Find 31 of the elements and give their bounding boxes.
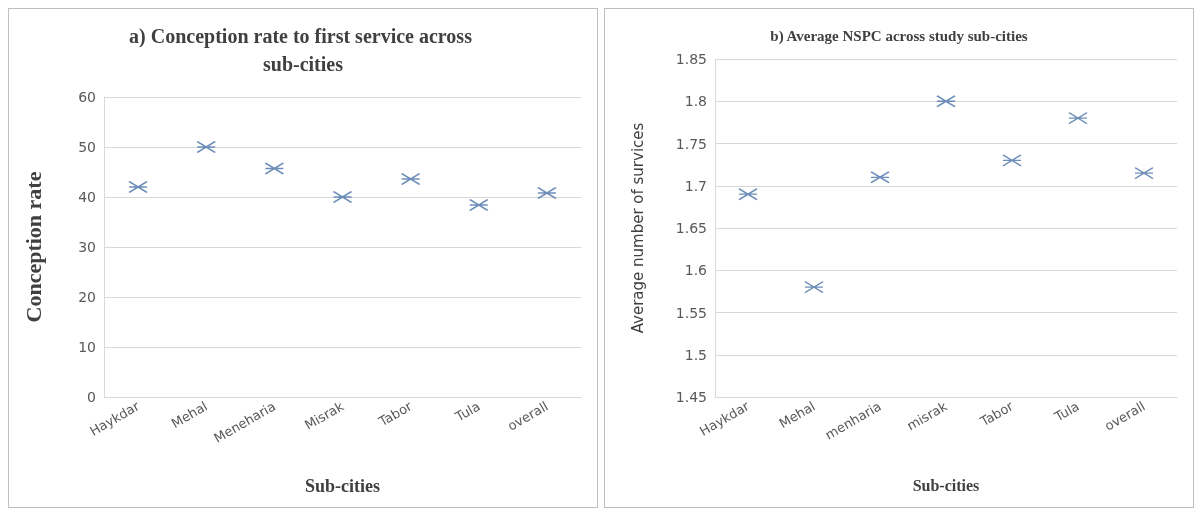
point	[1134, 166, 1154, 180]
y-tick-label: 1.75	[675, 135, 707, 152]
y-tick-label: 1.6	[684, 262, 708, 279]
y-tick-label: 1.5	[684, 346, 707, 363]
point	[738, 187, 758, 201]
y-tick-label: 40	[78, 189, 96, 205]
y-tick-label: 1.85	[675, 51, 707, 67]
point	[804, 280, 824, 294]
chart-title: a) Conception rate to first service across sub-cities	[129, 25, 477, 75]
y-tick-label: 1.7	[684, 177, 707, 194]
y-tick-label: 10	[78, 339, 96, 355]
y-tick-label: 50	[78, 139, 96, 155]
y-tick-label: 20	[78, 289, 96, 305]
y-tick-label: 30	[78, 239, 96, 255]
y-tick-label: 60	[78, 89, 96, 105]
point	[936, 94, 956, 108]
y-tick-label: 1.45	[675, 389, 707, 405]
y-axis-title: Average number of survices	[628, 122, 647, 334]
y-tick-label: 1.55	[675, 304, 707, 321]
point	[537, 186, 557, 200]
chart-title: b) Average NSPC across study sub-cities	[770, 28, 1028, 45]
y-axis-title: Conception rate	[20, 171, 46, 323]
x-axis-title: Sub-cities	[304, 476, 381, 496]
y-tick-label: 1.65	[675, 220, 707, 236]
y-tick-label: 0	[87, 389, 96, 405]
point	[1068, 111, 1088, 125]
x-axis-title: Sub-cities	[912, 476, 980, 494]
point	[128, 180, 148, 194]
x-tick-label: Tula	[451, 398, 483, 425]
y-tick-label: 1.8	[684, 93, 707, 110]
x-tick-label: Tula	[1051, 398, 1082, 425]
